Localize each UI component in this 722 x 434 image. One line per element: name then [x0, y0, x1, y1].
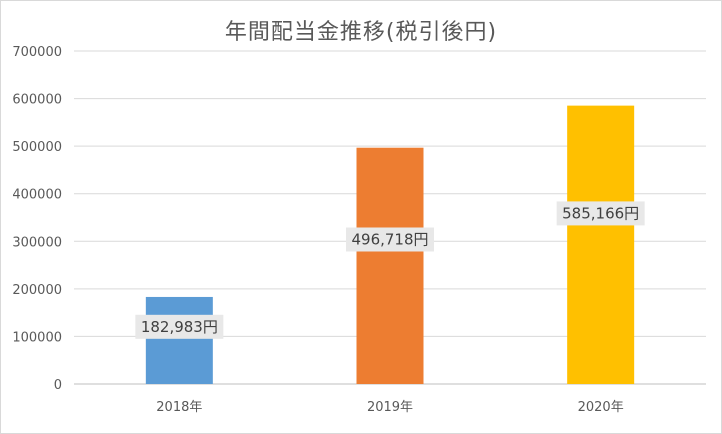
y-tick-label: 600000: [12, 93, 62, 108]
y-tick-label: 700000: [12, 45, 62, 60]
y-tick-label: 400000: [12, 188, 62, 203]
x-axis: 2018年 2019年 2020年: [156, 400, 623, 415]
data-label-background: [346, 227, 434, 252]
y-tick-label: 300000: [12, 235, 62, 250]
y-tick-label: 100000: [12, 330, 62, 345]
bars: [145, 105, 635, 384]
data-label: 182,983円: [141, 318, 218, 336]
x-category-label: 2019年: [367, 400, 413, 415]
bar-2019年: [356, 147, 424, 384]
y-tick-label: 0: [54, 378, 62, 393]
y-tick-label: 500000: [12, 140, 62, 155]
data-label-background: [556, 201, 645, 226]
y-axis: 0 100000 200000 300000 400000 500000 600000 700…: [12, 45, 62, 393]
data-label: 496,718円: [351, 230, 428, 248]
data-label: 585,166円: [562, 204, 639, 222]
bar-2018年: [145, 296, 213, 384]
data-label-background: [135, 314, 224, 339]
data-labels: 182,983円 496,718円 585,166円: [135, 201, 645, 339]
bar-2020年: [567, 105, 635, 384]
x-category-label: 2020年: [578, 400, 624, 415]
chart-title: 年間配当金推移(税引後円): [224, 20, 498, 45]
x-category-label: 2018年: [156, 400, 202, 415]
y-tick-label: 200000: [12, 283, 62, 298]
